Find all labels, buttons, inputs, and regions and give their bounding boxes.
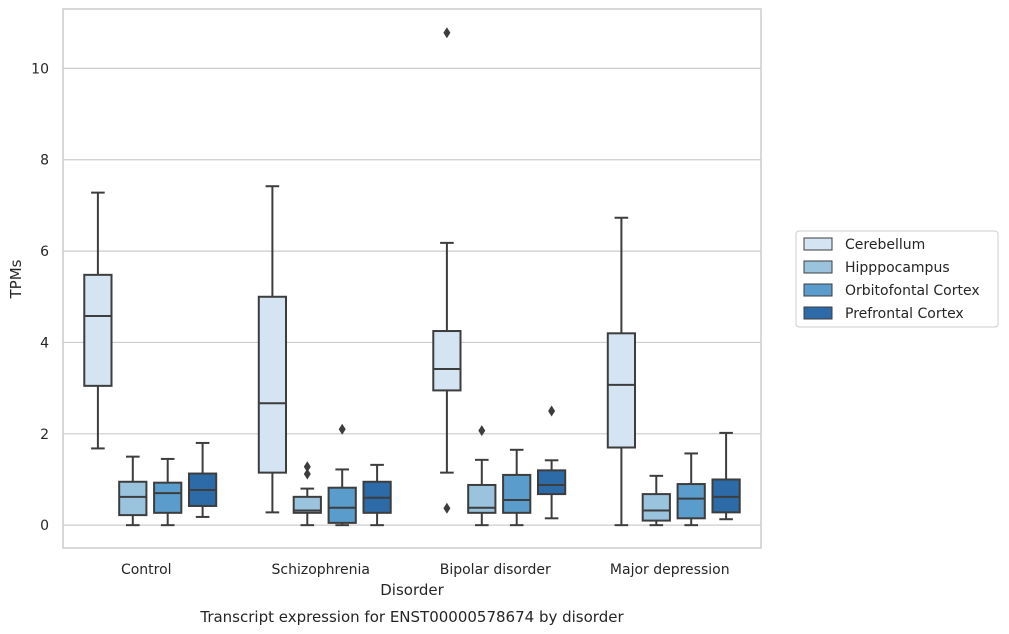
y-tick-label: 8 [40,153,49,169]
legend-swatch [803,237,833,251]
legend-swatch [803,306,833,320]
x-tick-labels: Control Schizophrenia Bipolar disorder Majo… [121,562,730,578]
y-tick-label: 6 [40,244,49,260]
box-1-3 [362,463,392,527]
outlier-marker [303,461,311,473]
x-axis-label: Disorder [380,581,444,599]
legend-label: Orbitofontal Cortex [845,283,980,299]
grid-lines [63,67,761,526]
x-tick-label: Control [121,562,172,578]
box-0-0 [83,191,113,450]
y-tick-label: 2 [40,427,49,443]
legend-label: Cerebellum [845,237,925,253]
legend: Cerebellum Hipppocampus Orbitofontal Corte… [795,230,999,328]
box-2-0 [432,27,462,514]
box-iqr [292,495,322,514]
box-3-2 [676,452,706,527]
box-iqr [118,480,148,517]
y-axis-label: TPMs [7,259,25,299]
box-iqr [83,273,113,387]
x-tick-label: Schizophrenia [272,562,370,578]
legend-swatch [803,283,833,297]
box-iqr [257,295,288,474]
box-iqr [432,330,462,392]
box-2-3 [536,405,567,520]
legend-label: Prefrontal Cortex [845,306,964,322]
box-iqr [641,493,671,522]
box-2-1 [467,425,497,527]
box-iqr [606,332,637,449]
legend-swatch [803,260,833,274]
outlier-marker [443,502,451,514]
box-2-2 [502,448,532,527]
y-tick-label: 4 [40,335,49,351]
y-tick-label: 0 [40,518,49,534]
box-0-1 [118,455,148,527]
boxes [83,27,741,527]
box-1-2 [327,423,357,527]
plot-frame [62,8,762,549]
y-tick-label: 10 [31,61,49,77]
box-3-0 [606,216,637,527]
outlier-marker [443,27,451,39]
outlier-marker [478,425,486,437]
box-iqr [502,473,532,514]
outlier-marker [548,405,556,417]
chart-caption: Transcript expression for ENST0000057867… [199,608,624,626]
box-0-3 [187,441,218,518]
legend-label: Hipppocampus [845,260,950,276]
outlier-marker [303,468,311,480]
x-tick-label: Bipolar disorder [440,562,551,578]
outlier-marker [338,423,346,435]
y-tick-labels: 0 2 4 6 8 10 [31,61,49,534]
box-1-1 [292,461,322,527]
x-tick-label: Major depression [610,562,730,578]
box-3-1 [641,474,671,527]
box-iqr [676,483,706,520]
box-3-3 [711,431,741,521]
box-0-2 [153,457,183,527]
box-iqr [153,481,183,514]
box-iqr [536,469,567,496]
box-1-0 [257,185,288,514]
legend-frame [795,230,999,328]
box-iqr [327,486,357,524]
